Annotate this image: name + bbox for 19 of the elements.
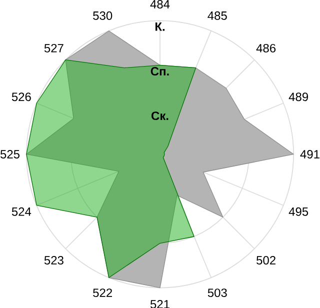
spoke-label: 521 — [150, 300, 170, 308]
spoke-label: 489 — [288, 92, 308, 101]
spoke-label: 522 — [93, 288, 112, 297]
spoke-label: 523 — [44, 256, 64, 264]
spoke-label: 486 — [256, 44, 276, 52]
y-tick-label: К. — [155, 22, 164, 31]
spoke-label: 530 — [93, 11, 112, 20]
spoke-label: 524 — [12, 207, 32, 216]
spoke-label: 491 — [300, 150, 320, 158]
y-tick-label: Сп. — [150, 66, 169, 76]
spoke-label: 495 — [288, 207, 308, 216]
spoke-label: 485 — [208, 11, 227, 20]
spoke-label: 526 — [12, 92, 31, 101]
spoke-label: 525 — [0, 150, 20, 158]
spoke-label: 484 — [150, 0, 170, 8]
y-tick-label: Ск. — [152, 111, 168, 120]
spoke-label: 502 — [256, 256, 276, 264]
spoke-label: 503 — [208, 288, 227, 297]
spoke-label: 527 — [44, 44, 64, 52]
